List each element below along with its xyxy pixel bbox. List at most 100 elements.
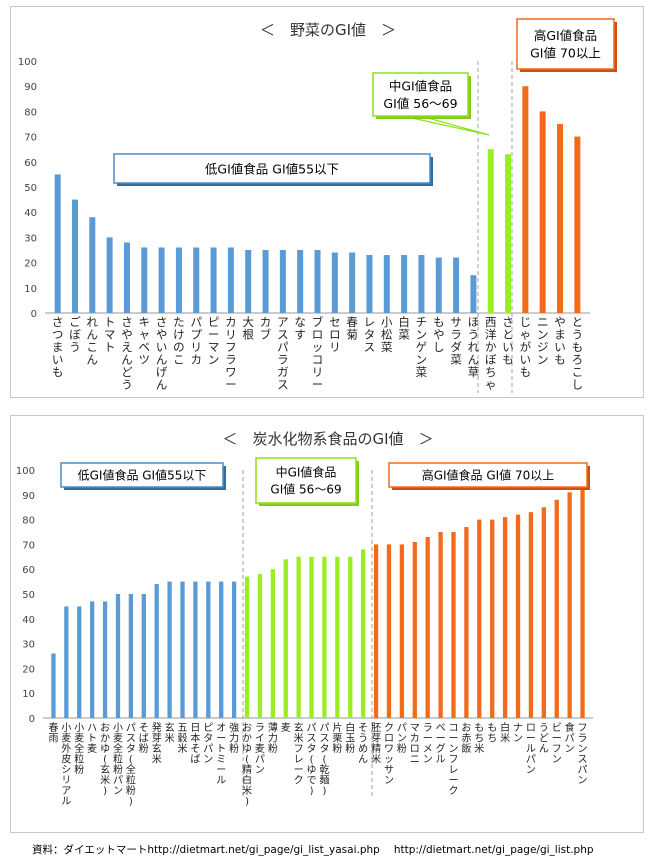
y-tick-label: 50 [24,183,37,194]
x-tick-label: たけのこ [173,315,185,367]
x-tick-label: やまいも [554,315,566,367]
x-tick-label: じゃがいも [520,315,532,379]
bar-27 [505,154,512,313]
bar-41 [567,492,572,718]
bar-26 [373,544,379,718]
x-tick-label: 小麦外皮シリアル [61,722,71,808]
bar-8 [175,247,182,313]
bar-20 [383,255,390,313]
x-tick-label: ナン [513,722,523,745]
x-tick-label: マカロニ [410,723,420,766]
x-tick-label: セロリ [329,315,341,354]
x-tick-label: ごぼう [69,315,81,354]
y-tick-label: 60 [22,565,35,576]
x-tick-label: ほうれん草 [468,315,480,379]
bar-21 [401,255,408,313]
bar-5 [123,242,130,313]
x-tick-label: おかゆ(玄米) [100,722,110,797]
bar-15 [231,581,237,718]
x-tick-label: ロールパン [526,723,536,776]
bar-1 [51,653,56,718]
group-label: 高GI値食品 GI値 70以上 [530,28,601,61]
bar-6 [141,247,148,313]
bar-19 [366,255,373,313]
bar-24 [453,257,460,313]
chart-title: ＜ 炭水化物系食品のGI値 ＞ [222,430,433,448]
x-tick-label: うどん [539,722,549,755]
x-tick-label: れんこん [87,315,99,367]
x-tick-label: パスタ(ゆで) [307,722,317,797]
x-tick-label: 玄米フレーク [294,721,304,787]
x-tick-label: 片栗粉 [332,721,342,755]
x-tick-label: 白米 [500,721,510,745]
x-tick-label: カブ [260,315,272,342]
bar-7 [158,247,165,313]
x-tick-label: さやえんどう [121,315,133,392]
bar-30 [425,536,430,718]
bar-4 [90,601,95,718]
bar-9 [193,247,200,313]
bar-31 [438,532,443,718]
x-tick-label: パプリカ [190,315,202,367]
group-label-box [255,457,357,504]
bar-11 [227,247,234,313]
bar-11 [180,581,185,718]
y-tick-label: 90 [24,82,37,93]
x-tick-label: 白菜 [398,315,410,342]
carbohydrate-gi-chart-panel: ＜ 炭水化物系食品のGI値 ＞ 0 10 20 30 40 50 60 70 80 90 100 春雨小… [10,415,644,833]
bar-36 [502,517,508,718]
bar-23 [335,556,340,718]
chart-title: ＜ 野菜のGI値 ＞ [260,21,396,39]
x-tick-label: パン粉 [397,722,407,755]
bar-17 [331,252,338,313]
group-label-box [388,462,588,488]
x-tick-label: 春菊 [346,315,358,342]
y-tick-label: 80 [24,107,37,118]
x-tick-label: ピタパン [203,722,213,766]
y-tick-label: 60 [24,158,37,169]
bar-10 [167,581,172,718]
x-tick-label: 胚芽精米 [371,722,381,766]
bar-14 [279,250,286,313]
bar-10 [210,247,217,313]
bar-23 [435,257,442,313]
y-tick-label: 100 [16,466,35,477]
bar-24 [348,556,353,718]
bar-5 [102,601,108,718]
group-label: 中GI値食品 GI値 56〜69 [383,79,457,112]
bar-28 [399,544,405,718]
x-tick-label: 五穀米 [178,723,188,755]
x-tick-label: コーンフレーク [449,723,459,797]
x-tick-label: 玄米 [165,721,175,745]
bar-1 [54,174,61,313]
group-label: 高GI値食品 GI値 70以上 [422,468,555,483]
bar-19 [283,559,288,718]
bar-13 [206,581,211,718]
group-label: 中GI値食品 GI値 56〜69 [270,465,341,497]
bar-27 [386,544,392,718]
bar-30 [557,124,564,313]
bar-37 [515,514,521,718]
x-tick-label: ベーグル [436,722,446,766]
y-tick-label: 70 [24,133,37,144]
group-label-box [372,72,469,117]
vegetable-gi-chart: ＜ 野菜のGI値 ＞ 0 10 20 30 40 50 60 70 80 90 100 さつまいもごぼう… [18,18,617,393]
y-tick-label: 10 [24,284,37,295]
x-tick-label: トマト [104,315,116,354]
x-tick-label: アスパラガス [277,315,289,392]
x-tick-label: もち米 [474,722,484,755]
bar-12 [193,581,198,718]
x-tick-label: さやいんげん [156,315,168,392]
x-tick-label: さといも [502,315,514,367]
bar-9 [154,584,159,718]
bar-29 [539,111,546,314]
x-tick-label: クロワッサン [384,722,394,787]
group-label: 低GI値食品 GI値55以下 [78,468,207,483]
x-tick-label: カリフラワー [225,315,237,392]
bar-16 [244,576,250,718]
y-tick-label: 0 [29,714,35,725]
x-tick-label: ライ麦パン [255,722,265,776]
x-tick-label: もやし [433,315,445,354]
bar-28 [522,86,529,313]
x-tick-label: フランスパン [578,723,588,787]
